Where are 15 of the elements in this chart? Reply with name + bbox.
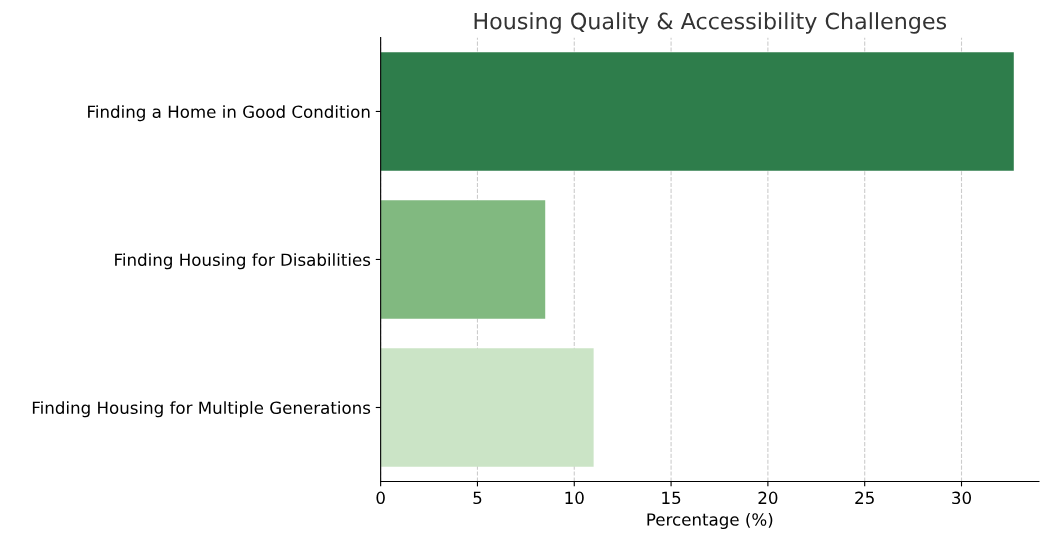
bar — [380, 200, 546, 319]
x-tick-label: 15 — [662, 491, 681, 505]
bar — [380, 52, 1014, 171]
chart-title: Housing Quality & Accessibility Challenges — [474, 12, 947, 34]
x-tick-label: 10 — [565, 491, 584, 505]
x-tick-label: 5 — [473, 491, 482, 505]
y-tick-label: Finding Housing for Multiple Generations — [32, 401, 371, 418]
x-tick-label: 30 — [952, 491, 972, 505]
x-tick-label: 25 — [855, 491, 874, 505]
x-tick-label: 20 — [758, 491, 778, 505]
y-tick-label: Finding a Home in Good Condition — [88, 105, 370, 122]
x-axis-title: Percentage (%) — [647, 512, 773, 530]
x-tick-label: 0 — [376, 491, 385, 505]
y-tick-label: Finding Housing for Disabilities — [115, 253, 371, 270]
bar — [380, 348, 594, 467]
